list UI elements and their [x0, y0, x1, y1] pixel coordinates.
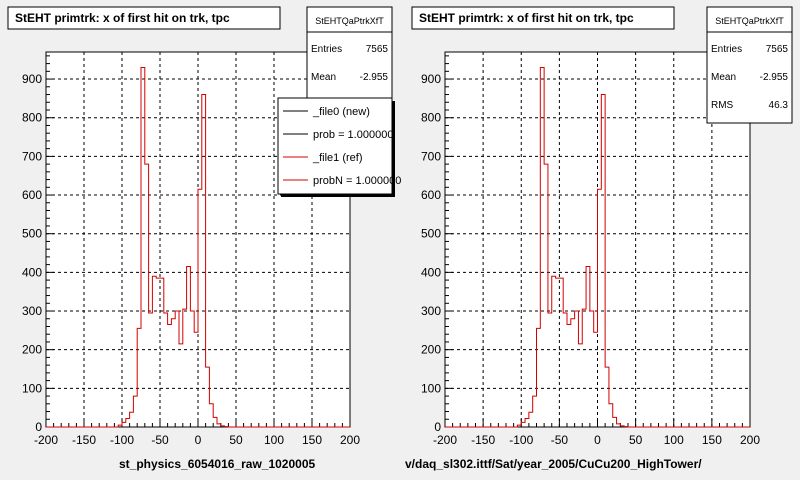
- x-tick-label: -200: [34, 433, 58, 447]
- x-tick-label: 150: [702, 433, 722, 447]
- right-file-caption: v/daq_sl302.ittf/Sat/year_2005/CuCu200_H…: [405, 457, 702, 471]
- stats-value: 7565: [366, 44, 389, 55]
- y-tick-label: 600: [421, 188, 441, 202]
- y-tick-label: 200: [421, 343, 441, 357]
- x-tick-label: 200: [740, 433, 760, 447]
- x-tick-label: 100: [264, 433, 284, 447]
- chart-title: StEHT primtrk: x of first hit on trk, tp…: [419, 11, 634, 25]
- y-tick-label: 200: [22, 343, 42, 357]
- x-tick-label: -50: [551, 433, 569, 447]
- legend-label: _file1 (ref): [312, 152, 363, 164]
- y-tick-label: 300: [22, 304, 42, 318]
- x-tick-label: -150: [72, 433, 96, 447]
- y-tick-label: 900: [421, 72, 441, 86]
- left-file-caption: st_physics_6054016_raw_1020005: [119, 457, 316, 471]
- stats-key: RMS: [711, 100, 734, 111]
- stats-key: Mean: [311, 72, 336, 83]
- x-tick-label: -50: [151, 433, 169, 447]
- stats-key: Entries: [311, 44, 342, 55]
- y-tick-label: 400: [421, 265, 441, 279]
- x-tick-label: -200: [433, 433, 457, 447]
- x-tick-label: 150: [302, 433, 322, 447]
- left-histogram-panel: -200 -150 -100 -50 0 50 100 150 200 0 100 200 300 400…: [7, 6, 401, 447]
- stats-value: 7565: [766, 44, 789, 55]
- y-tick-label: 700: [421, 149, 441, 163]
- x-tick-label: -100: [110, 433, 134, 447]
- y-tick-label: 800: [421, 111, 441, 125]
- x-tick-label: 200: [340, 433, 360, 447]
- y-tick-label: 500: [22, 227, 42, 241]
- y-tick-label: 0: [434, 420, 441, 434]
- legend-label: _file0 (new): [312, 106, 370, 118]
- stats-key: Entries: [711, 44, 742, 55]
- x-tick-label: 0: [195, 433, 202, 447]
- legend-label: probN = 1.000000: [313, 175, 401, 187]
- right-histogram-panel: -200 -150 -100 -50 0 50 100 150 200 0 100 200 300 400…: [411, 6, 793, 447]
- x-tick-label: -100: [509, 433, 533, 447]
- legend-label: prob = 1.000000: [313, 129, 393, 141]
- stats-box: [706, 6, 793, 124]
- y-tick-label: 300: [421, 304, 441, 318]
- y-tick-label: 900: [22, 72, 42, 86]
- x-tick-label: 50: [229, 433, 243, 447]
- y-tick-label: 400: [22, 265, 42, 279]
- stats-key: Mean: [711, 72, 736, 83]
- histogram-series-line: [445, 66, 750, 428]
- stats-title: StEHTQaPtrkXfT: [315, 16, 384, 26]
- x-tick-label: -150: [471, 433, 495, 447]
- legend-box: [277, 97, 393, 195]
- y-tick-label: 500: [421, 227, 441, 241]
- title-box: [7, 6, 281, 30]
- title-box: [411, 6, 675, 30]
- x-tick-label: 100: [664, 433, 684, 447]
- y-tick-label: 100: [421, 381, 441, 395]
- stats-title: StEHTQaPtrkXfT: [715, 16, 784, 26]
- y-tick-label: 700: [22, 149, 42, 163]
- y-tick-label: 0: [35, 420, 42, 434]
- stats-value: 46.3: [769, 100, 789, 111]
- stats-value: -2.955: [360, 72, 389, 83]
- y-tick-label: 800: [22, 111, 42, 125]
- stats-value: -2.955: [760, 72, 789, 83]
- y-tick-label: 100: [22, 381, 42, 395]
- y-tick-label: 600: [22, 188, 42, 202]
- histogram-series-line: [46, 66, 350, 428]
- x-tick-label: 50: [629, 433, 643, 447]
- x-tick-label: 0: [594, 433, 601, 447]
- chart-title: StEHT primtrk: x of first hit on trk, tp…: [15, 11, 230, 25]
